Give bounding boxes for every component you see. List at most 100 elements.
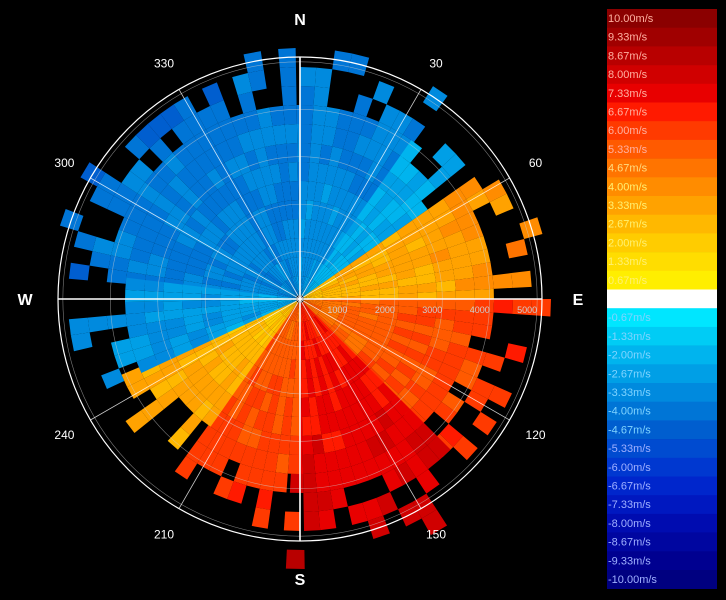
velocity-cell bbox=[193, 373, 214, 393]
velocity-cell bbox=[341, 301, 361, 308]
velocity-cell bbox=[392, 134, 415, 158]
velocity-cell bbox=[432, 143, 456, 167]
velocity-cell bbox=[282, 282, 298, 297]
velocity-cell bbox=[362, 497, 384, 521]
velocity-cell bbox=[264, 273, 282, 287]
velocity-cell bbox=[375, 321, 396, 333]
velocity-cell bbox=[364, 341, 384, 358]
velocity-cell bbox=[288, 278, 299, 296]
velocity-cell bbox=[332, 231, 348, 250]
velocity-cell bbox=[255, 327, 272, 344]
velocity-cell bbox=[355, 440, 374, 463]
velocity-cell bbox=[281, 283, 297, 297]
velocity-cell bbox=[294, 321, 299, 341]
colorbar-label: -3.33m/s bbox=[608, 387, 651, 399]
velocity-cell bbox=[316, 222, 328, 242]
velocity-cell bbox=[228, 200, 247, 220]
velocity-cell bbox=[215, 162, 234, 185]
velocity-cell bbox=[301, 277, 311, 296]
velocity-cell bbox=[233, 174, 251, 196]
velocity-cell bbox=[228, 326, 248, 341]
colorbar-label: -8.67m/s bbox=[608, 537, 651, 549]
velocity-cell bbox=[300, 340, 306, 360]
velocity-cell bbox=[144, 310, 165, 324]
velocity-cell bbox=[169, 205, 191, 225]
velocity-cell bbox=[136, 225, 159, 244]
velocity-cell bbox=[225, 375, 244, 396]
velocity-cell bbox=[187, 327, 208, 342]
velocity-cell bbox=[300, 238, 305, 258]
velocity-cell bbox=[277, 295, 297, 299]
velocity-cell bbox=[471, 261, 493, 278]
velocity-cell bbox=[339, 310, 359, 320]
velocity-cell bbox=[278, 162, 290, 183]
velocity-cell bbox=[225, 228, 244, 247]
velocity-cell bbox=[201, 227, 221, 246]
velocity-cell bbox=[395, 438, 417, 462]
velocity-cell bbox=[359, 116, 379, 140]
colorbar-label: -4.00m/s bbox=[608, 406, 651, 418]
velocity-cell bbox=[322, 300, 342, 305]
velocity-cell bbox=[341, 291, 361, 297]
velocity-cell bbox=[427, 198, 451, 219]
compass-south-label: S bbox=[295, 572, 306, 589]
velocity-cell bbox=[251, 507, 271, 529]
velocity-cell bbox=[287, 340, 295, 360]
velocity-cell bbox=[259, 392, 273, 413]
velocity-cell bbox=[376, 224, 397, 243]
velocity-cell bbox=[355, 156, 374, 179]
velocity-cell bbox=[360, 299, 380, 305]
velocity-cell bbox=[347, 173, 365, 195]
velocity-cell bbox=[333, 188, 348, 209]
velocity-cell bbox=[293, 257, 298, 277]
colorbar-label: 4.00m/s bbox=[608, 181, 648, 193]
velocity-cell bbox=[358, 311, 379, 322]
velocity-cell bbox=[246, 265, 265, 279]
velocity-cell bbox=[341, 299, 361, 304]
velocity-cell bbox=[207, 327, 228, 341]
velocity-cell bbox=[246, 212, 262, 232]
velocity-cell bbox=[321, 306, 340, 317]
velocity-cell bbox=[288, 359, 296, 379]
velocity-cell bbox=[375, 357, 396, 375]
velocity-cell bbox=[303, 340, 310, 360]
velocity-cell bbox=[259, 250, 275, 268]
velocity-cell bbox=[309, 143, 322, 164]
velocity-cell bbox=[309, 358, 318, 379]
velocity-cell bbox=[401, 228, 423, 246]
velocity-cell bbox=[302, 302, 316, 318]
velocity-cell bbox=[386, 177, 407, 199]
velocity-cell bbox=[220, 304, 240, 312]
velocity-cell bbox=[416, 469, 440, 494]
velocity-cell bbox=[193, 399, 214, 421]
velocity-cell bbox=[110, 242, 133, 260]
compass-north-label: N bbox=[294, 12, 306, 29]
velocity-cell bbox=[244, 149, 260, 172]
velocity-cell bbox=[304, 257, 312, 277]
velocity-cell bbox=[344, 244, 363, 261]
compass-labels: N E S W bbox=[17, 12, 583, 589]
colorbar-swatch bbox=[607, 233, 717, 253]
velocity-cell bbox=[328, 391, 343, 412]
velocity-cell bbox=[180, 224, 202, 242]
velocity-cell bbox=[232, 72, 253, 96]
velocity-cell bbox=[400, 192, 422, 213]
velocity-cell bbox=[220, 300, 240, 306]
velocity-cell bbox=[217, 184, 236, 205]
velocity-cell bbox=[416, 307, 437, 319]
velocity-cell bbox=[313, 453, 328, 474]
velocity-cell bbox=[340, 342, 357, 360]
velocity-cell bbox=[240, 215, 257, 236]
velocity-cell bbox=[201, 300, 221, 308]
velocity-cell bbox=[197, 425, 218, 448]
velocity-cell bbox=[279, 287, 297, 298]
velocity-cell bbox=[194, 343, 216, 360]
velocity-cell bbox=[300, 162, 310, 182]
velocity-cell bbox=[264, 332, 278, 351]
velocity-cell bbox=[303, 296, 323, 299]
velocity-cell bbox=[308, 239, 317, 259]
velocity-cell bbox=[205, 221, 226, 240]
velocity-cell bbox=[241, 277, 261, 287]
velocity-cell bbox=[393, 260, 414, 274]
velocity-cell bbox=[321, 282, 340, 292]
